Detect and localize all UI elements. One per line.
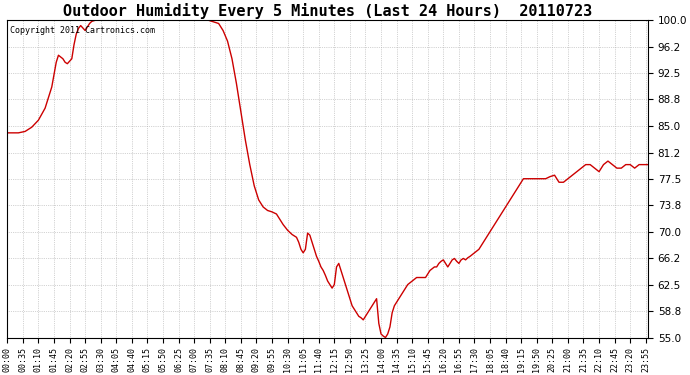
Text: Copyright 2011 Cartronics.com: Copyright 2011 Cartronics.com — [10, 26, 155, 35]
Title: Outdoor Humidity Every 5 Minutes (Last 24 Hours)  20110723: Outdoor Humidity Every 5 Minutes (Last 2… — [63, 3, 592, 19]
